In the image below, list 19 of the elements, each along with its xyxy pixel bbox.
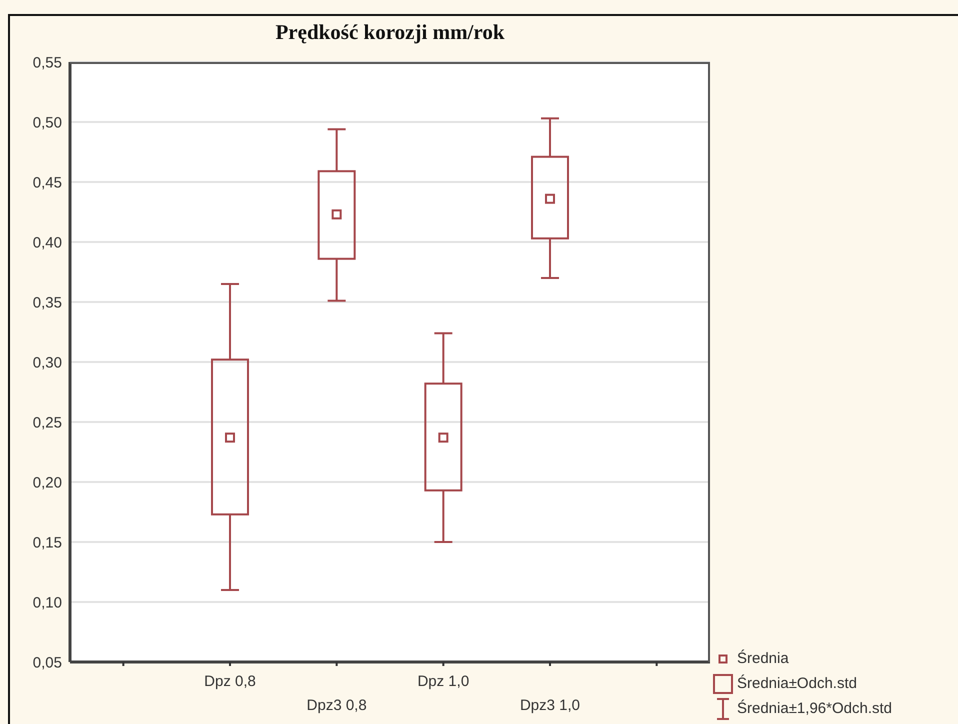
y-tick-label: 0,45 <box>32 174 62 192</box>
x-tick-label: Dpz3 1,0 <box>520 697 580 714</box>
y-tick-label: 0,10 <box>32 594 62 612</box>
y-tick-label: 0,55 <box>32 54 62 72</box>
y-tick-label: 0,15 <box>32 534 62 552</box>
y-tick-label: 0,50 <box>32 114 62 132</box>
y-tick-label: 0,35 <box>32 294 62 312</box>
y-tick-label: 0,30 <box>32 354 62 372</box>
x-tick-label: Dpz 1,0 <box>417 673 470 690</box>
text: Średnia±Odch.std <box>737 675 857 692</box>
y-tick-label: 0,40 <box>32 234 62 252</box>
text: Średnia±1,96*Odch.std <box>737 700 892 717</box>
y-tick-label: 0,25 <box>32 414 62 432</box>
y-tick-label: 0,05 <box>32 654 62 672</box>
x-tick-label: Dpz3 0,8 <box>306 697 367 714</box>
y-tick-label: 0,20 <box>32 474 62 492</box>
x-tick-label: Dpz 0,8 <box>204 673 256 690</box>
text: Średnia <box>737 650 789 667</box>
chart-title: Prędkość korozji mm/rok <box>274 20 506 45</box>
